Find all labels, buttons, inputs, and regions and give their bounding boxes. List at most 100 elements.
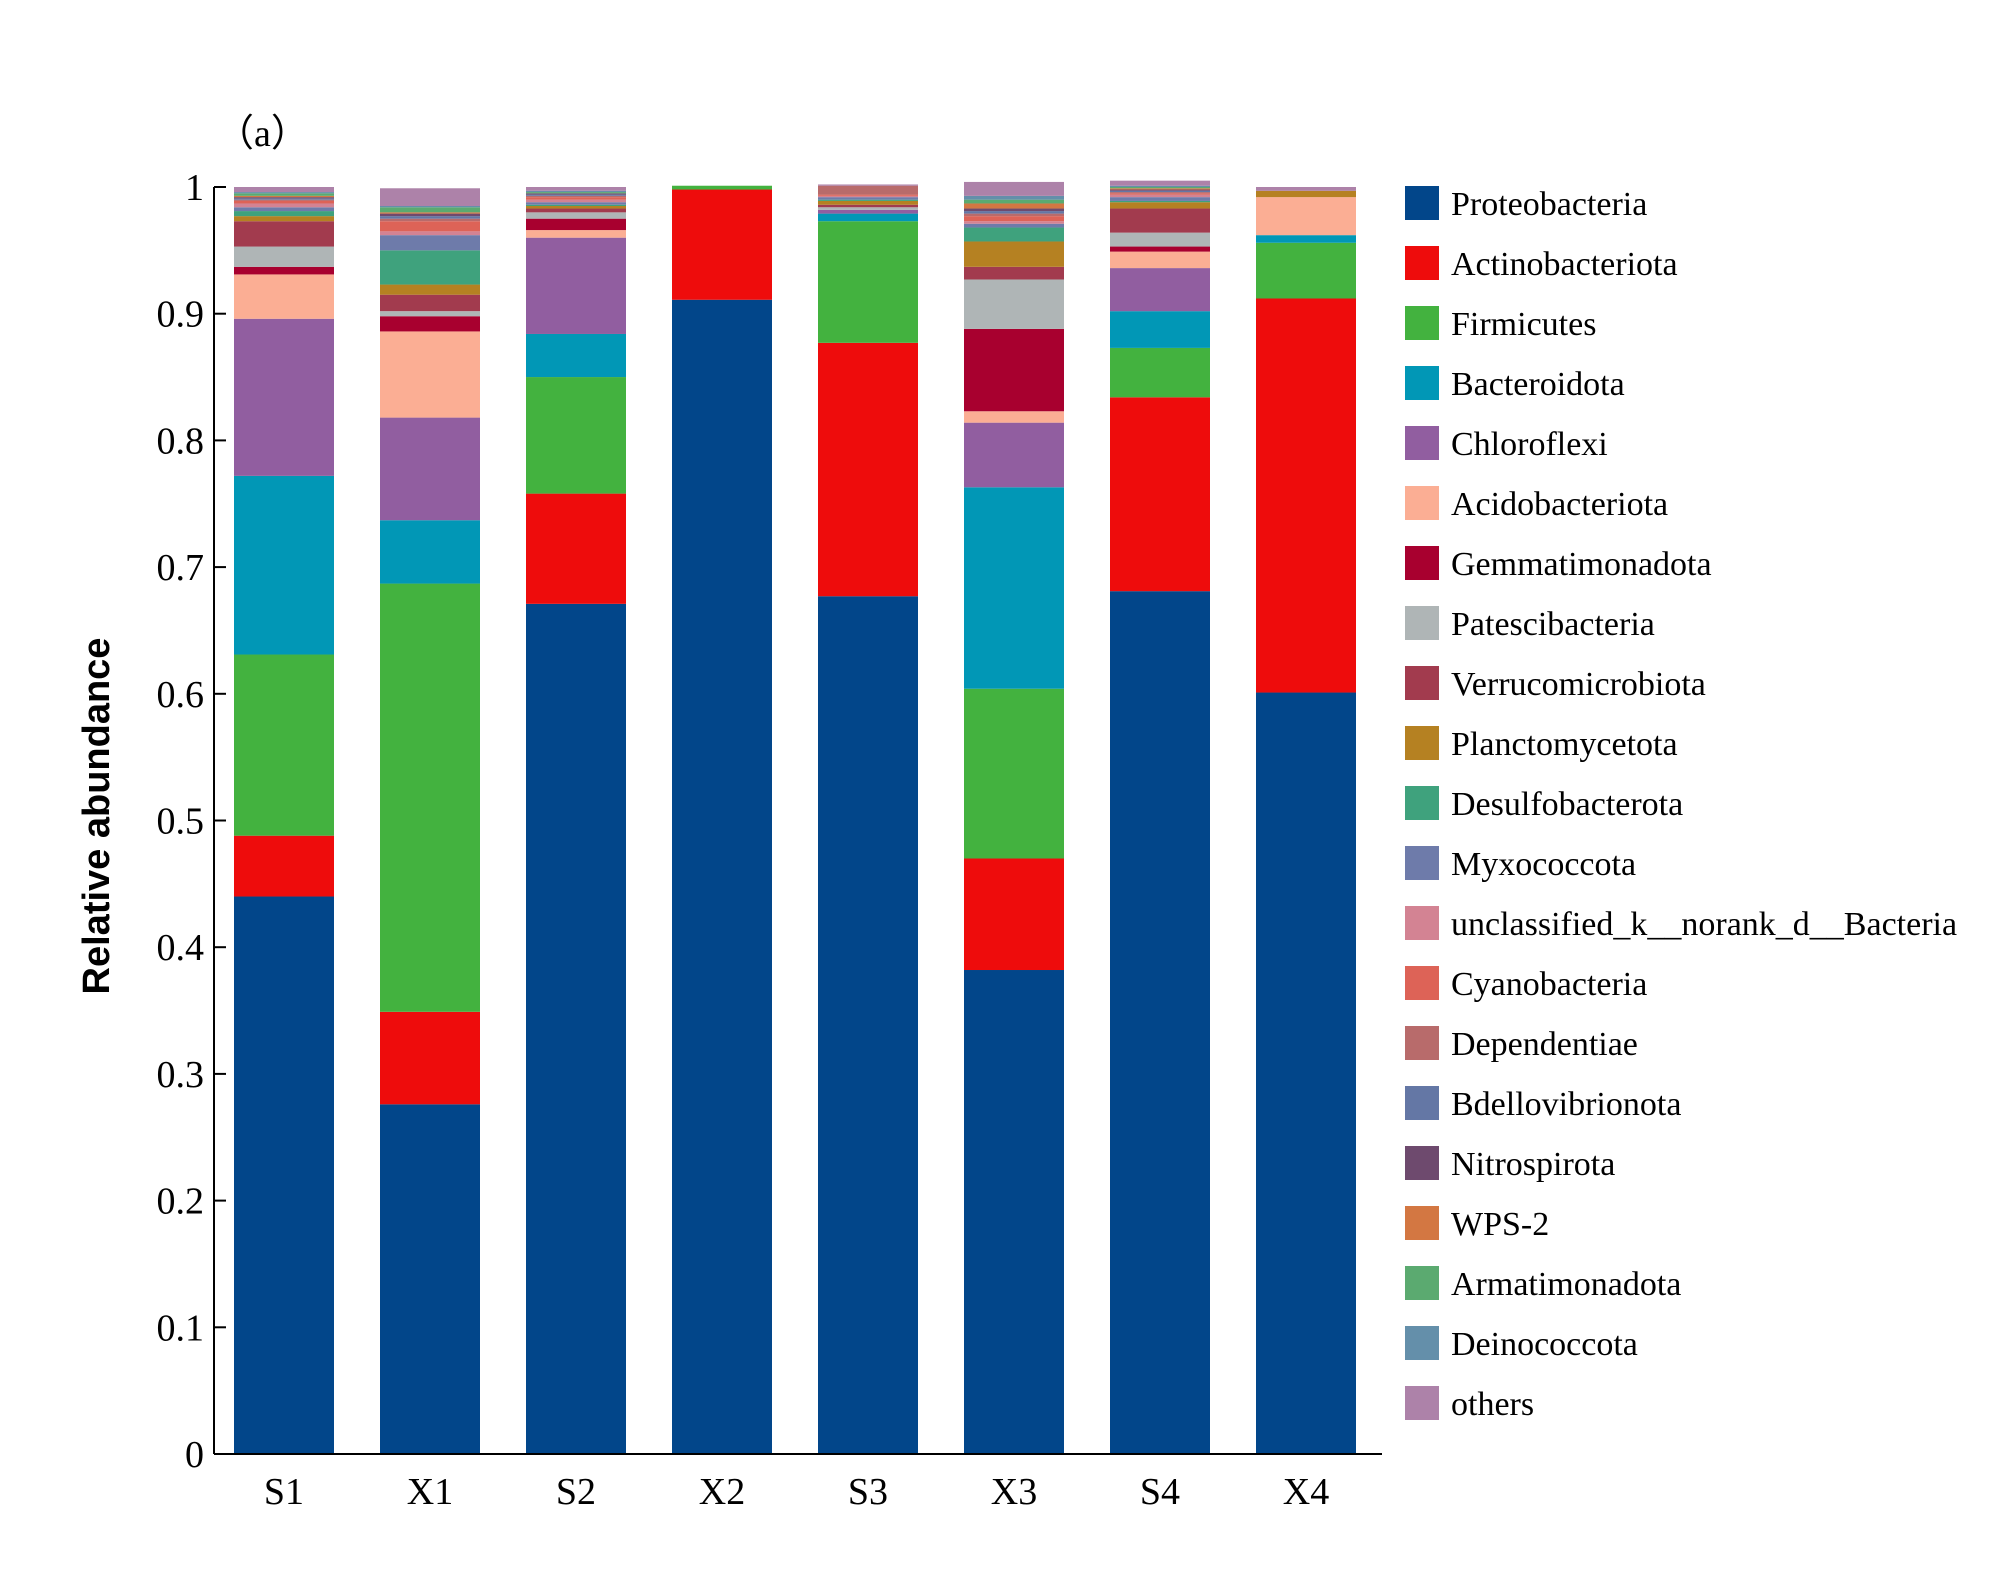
bar-segment bbox=[380, 250, 480, 285]
bar-segment bbox=[526, 206, 626, 209]
x-tick-label: X1 bbox=[407, 1471, 453, 1513]
bar-segment bbox=[1256, 242, 1356, 299]
bar-segment bbox=[1110, 180, 1210, 186]
legend-item: Dependentiae bbox=[1405, 1026, 1638, 1063]
y-tick-label: 0.2 bbox=[157, 1181, 205, 1223]
bar-segment bbox=[1110, 185, 1210, 187]
bar-segment bbox=[1110, 200, 1210, 203]
bar-segment bbox=[964, 241, 1064, 267]
legend-swatch bbox=[1405, 306, 1439, 340]
bar-segment bbox=[234, 318, 334, 476]
bar-segment bbox=[964, 221, 1064, 224]
y-tick-label: 1 bbox=[185, 167, 204, 209]
legend-item: unclassified_k__norank_d__Bacteria bbox=[1405, 906, 1957, 943]
legend-item: WPS-2 bbox=[1405, 1206, 1549, 1243]
bar-segment bbox=[380, 213, 480, 217]
legend-item: others bbox=[1405, 1386, 1534, 1423]
bar-segment bbox=[380, 1104, 480, 1454]
y-tick-label: 0.5 bbox=[157, 801, 205, 843]
bar-segment bbox=[1110, 268, 1210, 312]
bar-segment bbox=[818, 221, 918, 343]
legend-swatch bbox=[1405, 1386, 1439, 1420]
bar-segment bbox=[964, 211, 1064, 214]
bar-segment bbox=[526, 212, 626, 219]
bar-segment bbox=[234, 274, 334, 319]
y-tick-label: 0.7 bbox=[157, 547, 205, 589]
bar-segment bbox=[380, 188, 480, 207]
bar-segment bbox=[234, 198, 334, 200]
bar-segment bbox=[526, 204, 626, 207]
legend-item: Patescibacteria bbox=[1405, 606, 1655, 643]
bar-segment bbox=[964, 970, 1064, 1454]
y-tick-label: 0 bbox=[185, 1434, 204, 1476]
bar-segment bbox=[380, 218, 480, 222]
legend-item: Chloroflexi bbox=[1405, 426, 1608, 463]
bar-segment bbox=[234, 187, 334, 193]
bar-segment bbox=[380, 311, 480, 317]
bar-segment bbox=[818, 342, 918, 597]
bar-segment bbox=[1110, 193, 1210, 195]
x-tick-label: S4 bbox=[1140, 1471, 1180, 1513]
y-axis-title: Relative abundance bbox=[76, 638, 118, 995]
legend-item: Myxococcota bbox=[1405, 846, 1636, 883]
legend-label: Dependentiae bbox=[1451, 1026, 1638, 1063]
y-tick-label: 0.6 bbox=[157, 674, 205, 716]
bar-segment bbox=[234, 200, 334, 204]
bar-segment bbox=[964, 411, 1064, 423]
legend-label: Actinobacteriota bbox=[1451, 246, 1678, 283]
x-tick-label: S2 bbox=[556, 1471, 596, 1513]
legend-swatch bbox=[1405, 726, 1439, 760]
legend-item: Gemmatimonadota bbox=[1405, 546, 1712, 583]
bar-segment bbox=[234, 266, 334, 275]
bar-segment bbox=[964, 227, 1064, 242]
legend-label: Proteobacteria bbox=[1451, 186, 1647, 223]
bar-segment bbox=[964, 208, 1064, 212]
legend-swatch bbox=[1405, 1266, 1439, 1300]
bar-segment bbox=[234, 192, 334, 194]
legend: Proteobacteria Actinobacteriota Firmicutes… bbox=[1405, 186, 1957, 1423]
bar-segment bbox=[526, 603, 626, 1454]
bar-segment bbox=[1110, 202, 1210, 209]
legend-swatch bbox=[1405, 1026, 1439, 1060]
legend-swatch bbox=[1405, 666, 1439, 700]
legend-item: Desulfobacterota bbox=[1405, 786, 1683, 823]
bar-segment bbox=[1110, 194, 1210, 198]
bar-stack-x4 bbox=[1256, 187, 1356, 1454]
bar-segment bbox=[672, 189, 772, 300]
legend-swatch bbox=[1405, 846, 1439, 880]
bar-segment bbox=[380, 294, 480, 312]
bar-segment bbox=[234, 197, 334, 199]
bar-segment bbox=[1110, 190, 1210, 193]
y-tick-label: 0.9 bbox=[157, 294, 205, 336]
legend-swatch bbox=[1405, 546, 1439, 580]
bar-segment bbox=[380, 316, 480, 332]
legend-label: Bdellovibrionota bbox=[1451, 1086, 1681, 1123]
bar-segment bbox=[964, 203, 1064, 209]
legend-item: Actinobacteriota bbox=[1405, 246, 1678, 283]
bar-segment bbox=[380, 216, 480, 219]
panel-label: （a） bbox=[216, 113, 309, 155]
bar-segment bbox=[526, 218, 626, 231]
bar-segment bbox=[526, 187, 626, 191]
bar-segment bbox=[964, 266, 1064, 280]
bar-segment bbox=[526, 197, 626, 200]
bar-segment bbox=[380, 221, 480, 232]
legend-item: Bdellovibrionota bbox=[1405, 1086, 1681, 1123]
bar-segment bbox=[818, 596, 918, 1454]
bar-segment bbox=[380, 206, 480, 208]
bar-segment bbox=[234, 475, 334, 655]
bar-segment bbox=[964, 422, 1064, 488]
bar-segment bbox=[380, 417, 480, 521]
bar-segment bbox=[380, 235, 480, 251]
bar-segment bbox=[964, 223, 1064, 228]
bar-segment bbox=[1256, 235, 1356, 243]
legend-swatch bbox=[1405, 1206, 1439, 1240]
bar-segment bbox=[526, 202, 626, 205]
bar-segment bbox=[1110, 246, 1210, 252]
legend-swatch bbox=[1405, 186, 1439, 220]
bar-segment bbox=[234, 221, 334, 247]
bar-segment bbox=[1110, 311, 1210, 348]
legend-label: Patescibacteria bbox=[1451, 606, 1655, 643]
bar-segment bbox=[234, 896, 334, 1454]
